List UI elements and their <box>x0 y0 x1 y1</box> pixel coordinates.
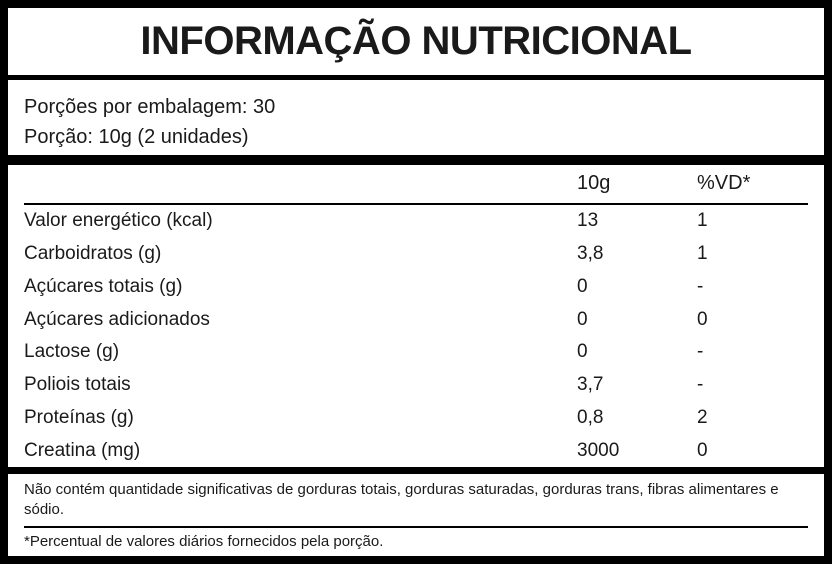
nutrient-name: Açúcares adicionados <box>24 308 210 330</box>
nutrient-amount: 0 <box>577 308 588 330</box>
nutrient-amount: 13 <box>577 210 599 232</box>
nutrient-amount: 3000 <box>577 439 620 461</box>
table-row: Carboidratos (g) 3,8 1 <box>24 238 808 271</box>
section-divider <box>8 155 824 165</box>
nutrient-name: Valor energético (kcal) <box>24 210 213 232</box>
table-row: Lactose (g) 0 - <box>24 336 808 369</box>
table-body: Valor energético (kcal) 13 1 Carboidrato… <box>24 205 808 467</box>
nutrient-name: Creatina (mg) <box>24 439 141 461</box>
nutrient-name: Lactose (g) <box>24 341 120 363</box>
table-row: Poliois totais 3,7 - <box>24 369 808 402</box>
nutrient-name: Proteínas (g) <box>24 406 134 428</box>
nutrient-vd: - <box>697 374 704 396</box>
section-divider <box>8 75 824 80</box>
table-row: Valor energético (kcal) 13 1 <box>24 205 808 238</box>
section-divider <box>8 467 824 474</box>
table-header-row: 10g %VD* <box>24 165 808 205</box>
servings-per-package: Porções por embalagem: 30 <box>24 95 276 118</box>
nutrient-amount: 0 <box>577 341 588 363</box>
nutrient-vd: 2 <box>697 406 708 428</box>
nutrient-name: Poliois totais <box>24 374 131 396</box>
servings-section: Porções por embalagem: 30 Porção: 10g (2… <box>8 80 824 155</box>
nutrition-table: 10g %VD* Valor energético (kcal) 13 1 Ca… <box>8 165 824 467</box>
table-row: Açúcares adicionados 0 0 <box>24 303 808 336</box>
nutrient-vd: 1 <box>697 243 708 265</box>
footnote-divider <box>24 526 808 528</box>
nutrient-vd: - <box>697 275 704 297</box>
table-row: Açúcares totais (g) 0 - <box>24 271 808 304</box>
nutrient-vd: 0 <box>697 439 708 461</box>
insignificant-amounts-note: Não contém quantidade significativas de … <box>24 481 779 518</box>
table-row: Proteínas (g) 0,8 2 <box>24 402 808 435</box>
nutrient-vd: 0 <box>697 308 708 330</box>
nutrient-name: Açúcares totais (g) <box>24 275 183 297</box>
nutrient-vd: 1 <box>697 210 708 232</box>
nutrient-amount: 0 <box>577 275 588 297</box>
serving-size: Porção: 10g (2 unidades) <box>24 125 249 148</box>
nutrient-amount: 3,7 <box>577 374 604 396</box>
header-vd-column: %VD* <box>697 172 751 194</box>
label-title: INFORMAÇÃO NUTRICIONAL <box>140 19 692 63</box>
nutrient-amount: 0,8 <box>577 406 604 428</box>
header-amount-column: 10g <box>577 172 611 194</box>
label-header: INFORMAÇÃO NUTRICIONAL <box>8 8 824 75</box>
nutrient-amount: 3,8 <box>577 243 604 265</box>
nutrient-vd: - <box>697 341 704 363</box>
daily-value-footnote: *Percentual de valores diários fornecido… <box>24 533 384 550</box>
table-row: Creatina (mg) 3000 0 <box>24 434 808 467</box>
nutrient-name: Carboidratos (g) <box>24 243 162 265</box>
